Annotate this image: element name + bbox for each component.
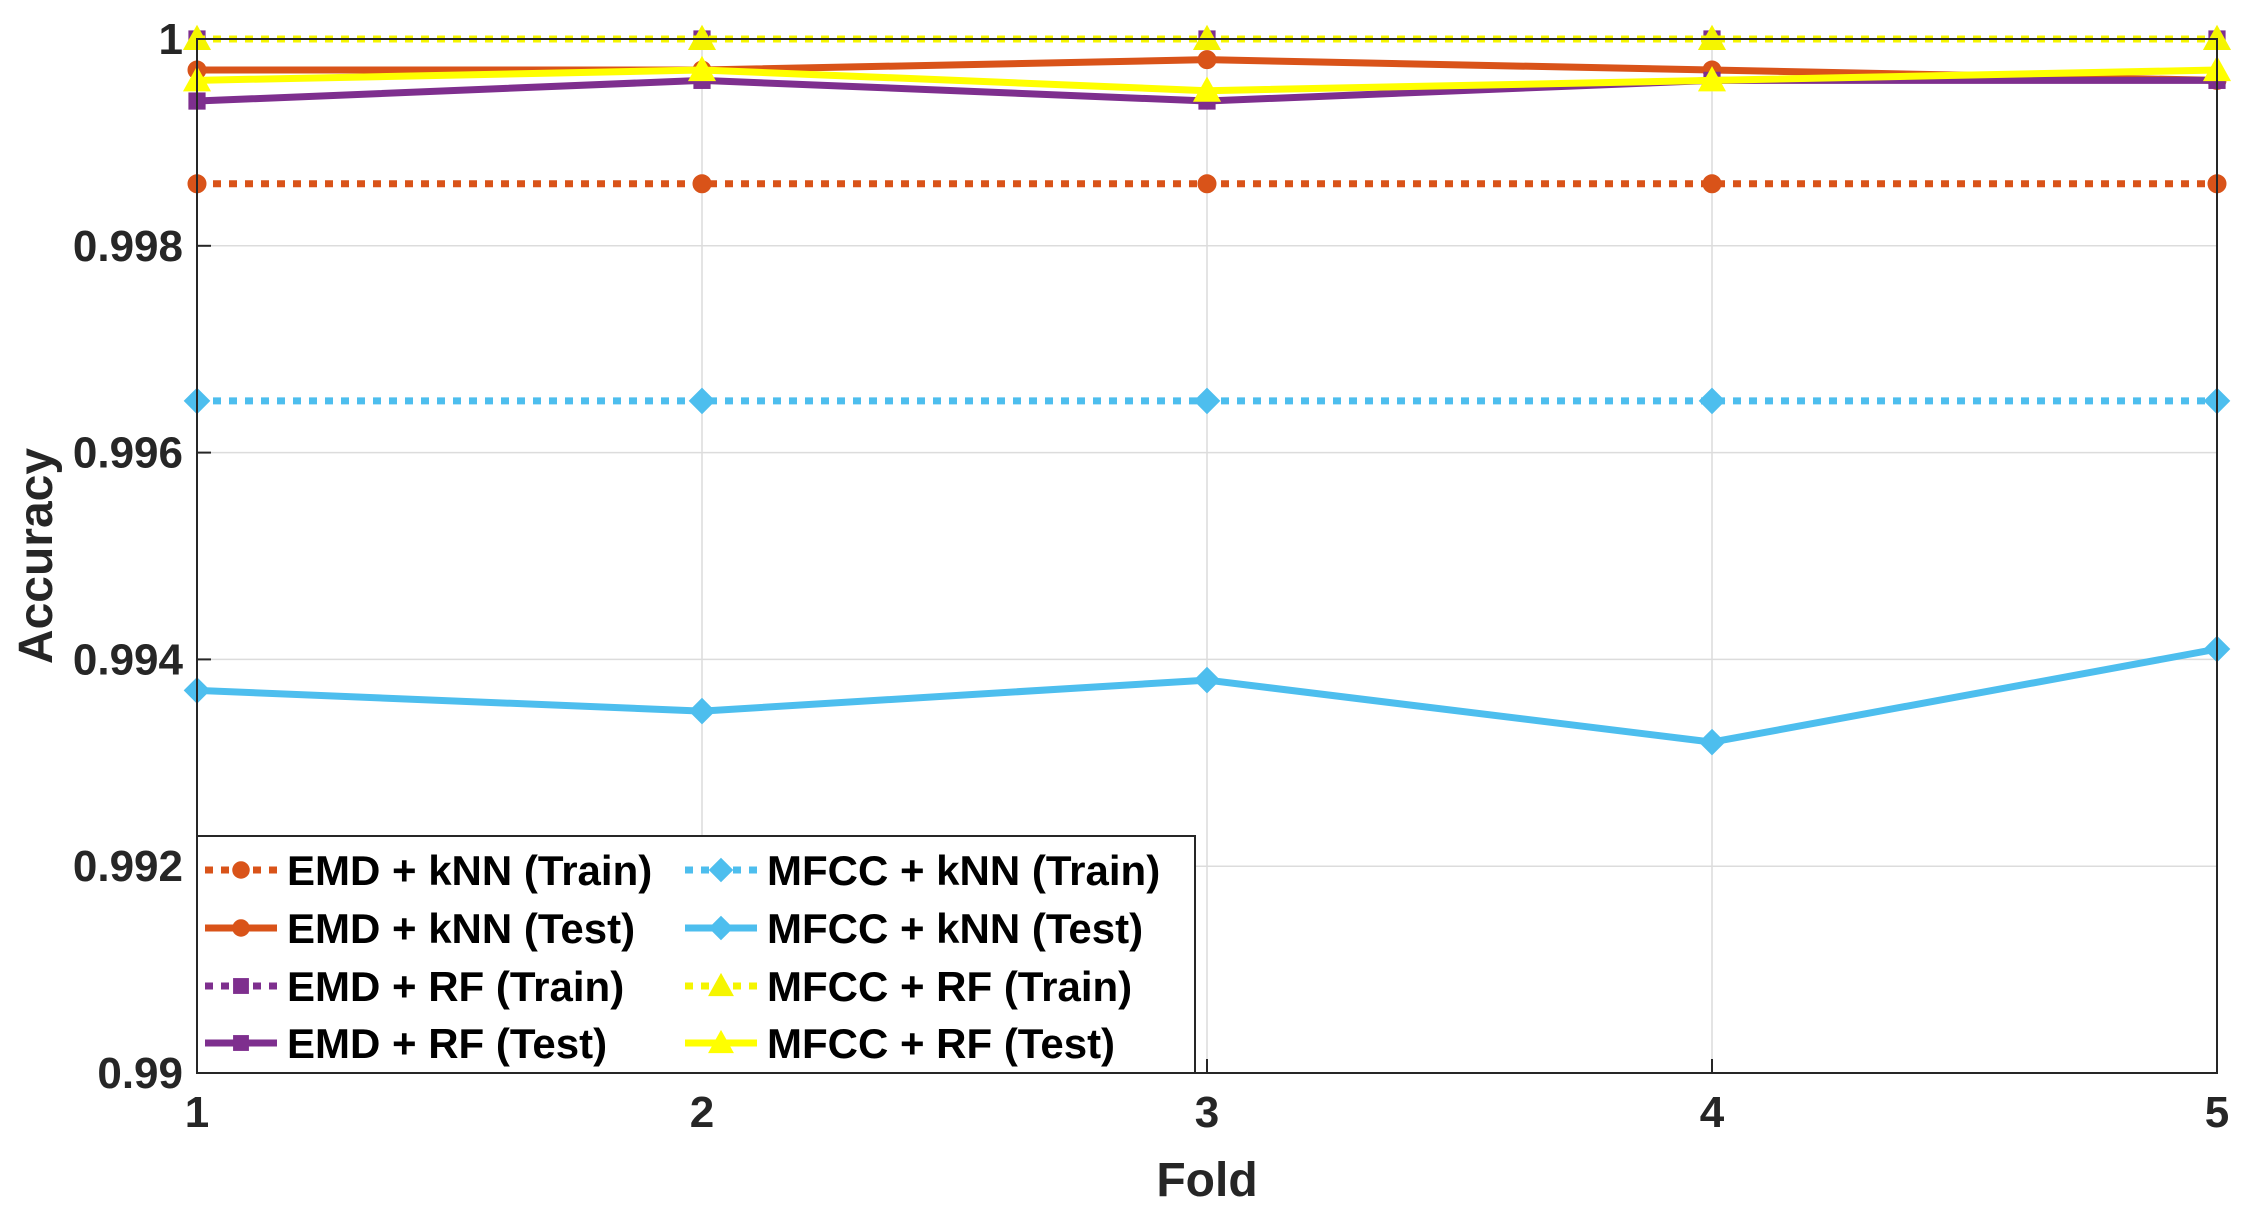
legend-item: MFCC + RF (Train): [685, 963, 1132, 1010]
data-point-marker: [687, 55, 717, 82]
data-point-marker: [688, 387, 716, 415]
legend-marker: [708, 972, 734, 997]
legend-label: EMD + RF (Test): [287, 1020, 607, 1067]
data-point-marker: [1193, 387, 1221, 415]
x-tick-label: 1: [185, 1088, 209, 1137]
y-tick-label: 0.996: [73, 429, 183, 478]
x-axis-label: Fold: [1156, 1154, 1257, 1207]
data-point-marker: [1697, 24, 1727, 51]
x-tick-label: 5: [2205, 1088, 2229, 1137]
data-point-marker: [687, 24, 717, 51]
data-point-marker: [1192, 76, 1222, 102]
legend-marker: [232, 919, 250, 937]
legend: EMD + kNN (Train) EMD + kNN (Test) EMD + R…: [196, 835, 1196, 1074]
y-tick-label: 0.992: [73, 842, 183, 891]
data-point-marker: [688, 697, 716, 725]
legend-label: EMD + RF (Train): [287, 963, 624, 1010]
legend-label: MFCC + RF (Test): [767, 1020, 1115, 1067]
x-tick-label: 2: [690, 1088, 714, 1137]
legend-label: EMD + kNN (Test): [287, 905, 635, 952]
data-point-marker: [692, 174, 712, 194]
data-point-marker: [1697, 66, 1727, 92]
y-axis-label: Accuracy: [10, 448, 63, 664]
x-tick-label: 4: [1700, 1088, 1725, 1137]
series-emd-knn-train: [187, 174, 2227, 194]
legend-label: MFCC + kNN (Test): [767, 905, 1143, 952]
data-point-marker: [1193, 666, 1221, 694]
legend-item: MFCC + kNN (Test): [685, 905, 1143, 952]
legend-item: MFCC + kNN (Train): [685, 847, 1160, 894]
legend-label: MFCC + kNN (Train): [767, 847, 1160, 894]
legend-marker: [708, 915, 734, 941]
legend-item: EMD + RF (Train): [205, 963, 624, 1010]
data-point-marker: [1702, 174, 1722, 194]
series-mfcc-rf-train: [182, 24, 2232, 51]
legend-label: MFCC + RF (Train): [767, 963, 1132, 1010]
data-point-marker: [1197, 50, 1217, 70]
data-point-marker: [1698, 387, 1726, 415]
legend-item: MFCC + RF (Test): [685, 1020, 1115, 1067]
legend-marker: [233, 978, 249, 994]
legend-item: EMD + RF (Test): [205, 1020, 607, 1067]
y-tick-label: 0.994: [73, 635, 184, 684]
axis-ticks: 0.99 0.992 0.994 0.996 0.998 1 1 2 3 4 5: [73, 15, 2229, 1137]
legend-box: [196, 835, 1196, 1074]
legend-marker: [708, 1029, 734, 1054]
data-point-marker: [1698, 728, 1726, 756]
data-point-marker: [1192, 24, 1222, 51]
y-tick-label: 0.99: [97, 1049, 183, 1098]
legend-label: EMD + kNN (Train): [287, 847, 652, 894]
x-tick-label: 3: [1195, 1088, 1219, 1137]
series-mfcc-knn-train: [183, 387, 2231, 415]
legend-item: EMD + kNN (Test): [205, 905, 635, 952]
legend-marker: [233, 1035, 249, 1051]
series-mfcc-rf-test: [182, 55, 2232, 102]
legend-marker: [232, 861, 250, 879]
legend-item: EMD + kNN (Train): [205, 847, 652, 894]
legend-marker: [708, 857, 734, 883]
data-point-marker: [1197, 174, 1217, 194]
y-tick-label: 1: [159, 15, 183, 64]
y-tick-label: 0.998: [73, 222, 183, 271]
